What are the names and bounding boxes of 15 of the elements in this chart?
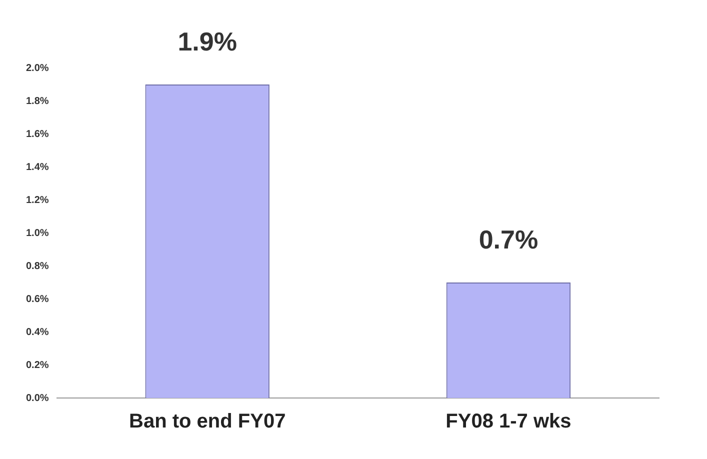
y-tick-label: 0.8% — [26, 260, 49, 272]
y-tick-label: 2.0% — [26, 62, 49, 74]
y-tick-label: 0.0% — [26, 392, 49, 404]
y-tick-label: 0.2% — [26, 360, 49, 371]
y-tick-label: 0.4% — [26, 326, 49, 338]
data-label: 1.9% — [178, 26, 237, 57]
y-tick-label: 0.6% — [26, 294, 49, 305]
x-tick-label: Ban to end FY07 — [128, 410, 286, 433]
data-label: 0.7% — [478, 224, 538, 255]
y-tick-label: 1.0% — [26, 228, 49, 239]
y-tick-label: 1.4% — [26, 162, 49, 173]
y-tick-label: 1.8% — [26, 96, 49, 107]
x-tick-label: FY08 1-7 wks — [446, 410, 572, 433]
y-tick-label: 1.2% — [26, 194, 49, 206]
y-tick-label: 1.6% — [26, 128, 49, 140]
